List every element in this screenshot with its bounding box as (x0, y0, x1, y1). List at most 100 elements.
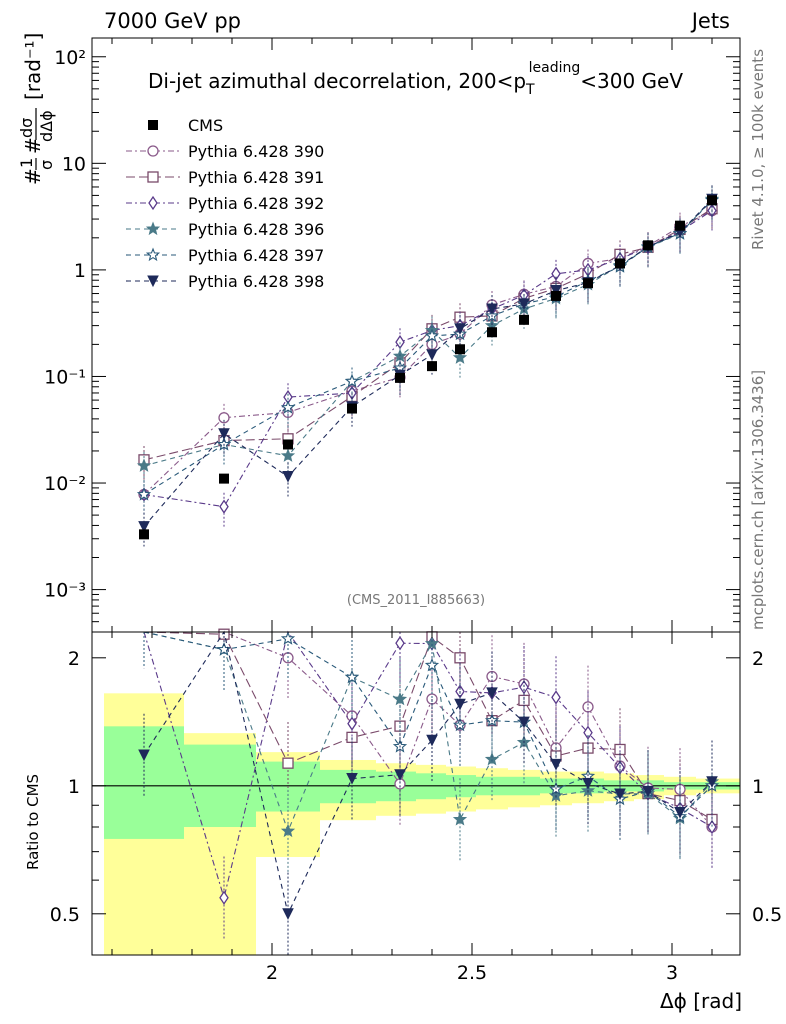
data-point-8 (519, 314, 529, 325)
ratio-uncertainty-bands (92, 693, 740, 955)
ratio-point-1-2 (282, 757, 294, 769)
ratio-point-4-1 (216, 642, 232, 656)
y-tick-label-4: 10 (62, 153, 86, 175)
ratio-point-5-7 (486, 687, 498, 700)
ratio-line-1 (143, 631, 713, 820)
ratio-point-2-9 (551, 690, 561, 705)
legend-label-5: Pythia 6.428 397 (188, 246, 324, 265)
series-point-4-0 (136, 486, 152, 501)
ratio-line-4 (143, 631, 713, 818)
ratio-point-3-4 (392, 691, 408, 706)
data-point-13 (675, 220, 685, 231)
legend: CMS Pythia 6.428 390 Pythia 6.428 391 Pythi… (126, 116, 324, 291)
series-point-4-2 (280, 400, 296, 414)
series-point-4-3 (344, 373, 360, 388)
ratio-point-2-10 (583, 725, 593, 740)
title-main: Di-jet azimuthal decorrelation, 200<p (148, 69, 526, 93)
title-sup: leading (529, 60, 581, 76)
legend-label-4: Pythia 6.428 396 (188, 220, 324, 239)
series-layer (136, 185, 720, 547)
ratio-point-5-8 (518, 716, 530, 729)
data-point-5 (427, 361, 437, 372)
legend-marker-4 (145, 221, 161, 236)
ratio-point-2-4 (395, 636, 405, 651)
y-axis-label-main: # 1 σ # dσ dΔϕ [rad⁻¹] (17, 33, 56, 185)
y-axis-label-ratio: Ratio to CMS (24, 774, 42, 870)
series-point-5-1 (218, 428, 230, 440)
ratio-point-5-10 (582, 777, 594, 790)
ry-tick-label-2: 2 (68, 648, 80, 670)
header-right: Jets (690, 9, 730, 33)
series-point-5-2 (282, 471, 294, 483)
ratio-point-2-3 (347, 716, 357, 731)
ratio-point-5-11 (614, 788, 626, 801)
data-point-4 (395, 372, 405, 383)
ratio-point-2-1 (219, 890, 229, 905)
series-point-2-9 (551, 266, 561, 281)
ylabel-frac1-den: σ (37, 160, 56, 170)
ylabel-hash: # (21, 168, 45, 185)
ratio-point-3-9 (548, 788, 564, 802)
analysis-label: (CMS_2011_I885663) (347, 593, 485, 608)
series-point-5-5 (426, 349, 438, 361)
legend-label-3: Pythia 6.428 392 (188, 194, 324, 213)
legend-marker-2 (147, 171, 159, 183)
legend-marker-3 (148, 195, 158, 211)
series-point-3-6 (452, 350, 468, 364)
ratio-point-2-14 (707, 819, 717, 835)
ylabel-frac2-den: dΔϕ (37, 110, 56, 142)
ratio-point-5-2 (282, 908, 294, 920)
ratio-point-5-4 (394, 769, 406, 781)
title-sub: T (525, 82, 535, 98)
data-point-1 (219, 473, 229, 484)
ratio-point-4-5 (424, 657, 440, 672)
ry-tick-label-right-2: 2 (752, 648, 764, 670)
legend-label-0: CMS (188, 116, 223, 135)
ylabel-frac1-num: 1 (17, 158, 36, 168)
data-point-0 (139, 529, 149, 540)
y-tick-label-2: 10⁻¹ (44, 366, 86, 388)
ratio-point-5-13 (674, 806, 686, 819)
ylabel-units: [rad⁻¹] (21, 33, 45, 100)
data-point-14 (707, 195, 717, 206)
series-point-5-9 (550, 285, 562, 297)
series-point-5-0 (138, 521, 150, 533)
y-tick-label-1: 10⁻² (44, 473, 86, 495)
legend-label-6: Pythia 6.428 398 (188, 272, 324, 291)
title-tail: <300 GeV (580, 69, 683, 93)
series-line-5 (143, 198, 713, 527)
legend-marker-5 (145, 247, 161, 262)
ylabel-frac2-num: dσ (17, 118, 36, 138)
x-tick-label-0: 2 (266, 962, 278, 984)
ry-tick-label-right-1: 1 (752, 776, 764, 798)
ratio-point-5-9 (550, 758, 562, 771)
data-point-7 (487, 327, 497, 338)
data-point-12 (643, 240, 653, 251)
ratio-point-3-2 (280, 823, 296, 838)
ratio-point-3-7 (484, 751, 500, 766)
legend-label-2: Pythia 6.428 391 (188, 168, 324, 187)
series-point-4-5 (424, 328, 440, 343)
axis-ticks: 2 2.5 3 10⁻³ 10⁻² 10⁻¹ 1 10 10² 0.5 0.5 1 1 2 2 (44, 38, 782, 984)
series-point-5-7 (486, 303, 498, 316)
y-tick-label-3: 1 (74, 260, 86, 282)
data-point-10 (583, 278, 593, 289)
data-point-9 (551, 290, 561, 301)
data-point-3 (347, 403, 357, 414)
series-point-3-2 (280, 448, 296, 462)
y-tick-label-5: 10² (54, 47, 86, 69)
ry-tick-label-right-0: 0.5 (752, 904, 782, 926)
series-point-0-1 (218, 412, 230, 424)
ratio-point-5-14 (706, 776, 718, 788)
ratio-point-5-0 (138, 749, 150, 762)
data-point-6 (455, 344, 465, 355)
x-tick-label-2: 3 (666, 962, 678, 984)
data-point-11 (615, 258, 625, 269)
ratio-plot-frame (91, 631, 741, 956)
x-axis-label: Δϕ [rad] (660, 989, 742, 1013)
legend-marker-1 (147, 145, 159, 157)
mcplots-label: mcplots.cern.ch [arXiv:1306.3436] (749, 370, 767, 630)
ylabel-hash2: # (21, 137, 45, 154)
chart-title: Di-jet azimuthal decorrelation, 200<pTle… (148, 60, 683, 98)
